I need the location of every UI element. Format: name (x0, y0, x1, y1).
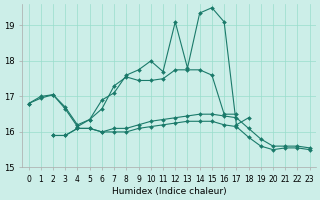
X-axis label: Humidex (Indice chaleur): Humidex (Indice chaleur) (112, 187, 227, 196)
